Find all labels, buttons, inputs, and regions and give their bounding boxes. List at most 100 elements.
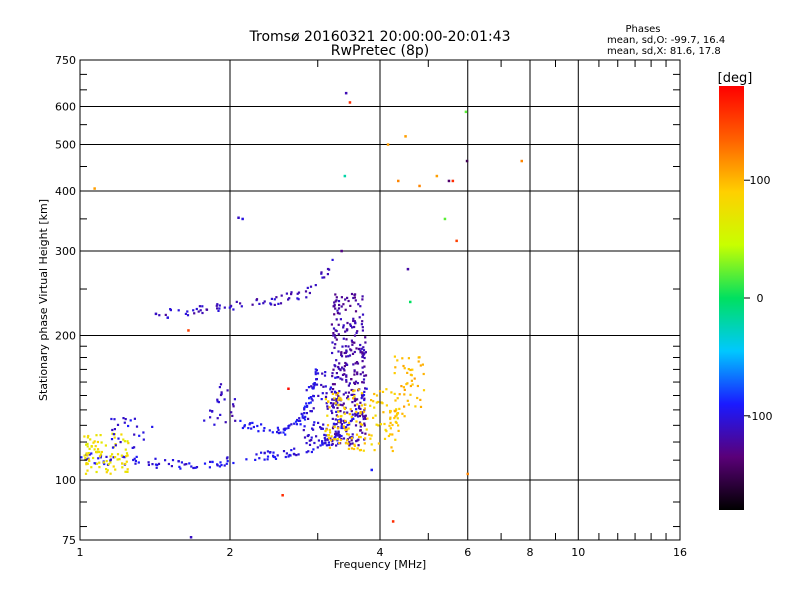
data-point (343, 174, 347, 178)
data-point (352, 319, 355, 322)
data-point (342, 402, 345, 405)
data-point (314, 371, 317, 374)
data-point (388, 424, 391, 427)
data-point (133, 433, 136, 436)
data-point (346, 433, 349, 436)
data-point (340, 419, 343, 422)
data-point (416, 396, 419, 400)
data-point (345, 378, 348, 382)
data-point (360, 393, 364, 396)
data-point (363, 424, 366, 427)
data-point (343, 407, 346, 410)
data-point (243, 424, 246, 427)
data-point (359, 305, 362, 308)
data-point (137, 461, 140, 464)
y-tick-label: 100 (55, 474, 76, 487)
data-point (171, 459, 175, 462)
data-point (345, 349, 348, 352)
data-point (347, 433, 350, 436)
data-point (325, 444, 328, 447)
data-point (313, 382, 316, 385)
data-point (125, 452, 129, 455)
data-point (310, 410, 313, 413)
data-point (341, 366, 344, 369)
data-point (352, 390, 355, 393)
data-point (327, 443, 330, 447)
data-point (330, 435, 333, 438)
data-point (363, 352, 366, 355)
data-point (235, 300, 238, 303)
data-point (309, 396, 312, 399)
data-point (355, 440, 358, 443)
data-point (312, 395, 315, 398)
data-point (166, 316, 169, 319)
data-point (151, 463, 154, 466)
data-point (213, 423, 216, 426)
data-point (125, 460, 128, 463)
data-point (336, 401, 339, 404)
data-point (232, 461, 235, 465)
data-point (255, 298, 259, 301)
data-point (361, 371, 364, 374)
data-point (335, 393, 338, 396)
data-point (389, 417, 392, 421)
data-point (404, 135, 407, 138)
data-point (338, 396, 341, 399)
data-point (337, 367, 340, 370)
data-point (226, 389, 229, 392)
data-point (337, 420, 341, 423)
data-point (360, 392, 363, 395)
data-point (398, 407, 401, 410)
data-point (321, 372, 324, 375)
data-point (335, 444, 338, 447)
data-point (362, 417, 365, 421)
data-point (335, 433, 338, 437)
data-point (361, 411, 364, 414)
data-point (393, 392, 396, 395)
data-point (356, 382, 359, 385)
data-point (364, 387, 367, 390)
data-point (223, 306, 226, 309)
data-point (397, 429, 400, 432)
data-point (132, 458, 135, 462)
data-point (356, 447, 359, 450)
data-point (338, 390, 341, 393)
data-point (344, 419, 347, 423)
data-point (351, 343, 354, 346)
data-point (340, 434, 343, 438)
data-point (322, 423, 325, 426)
data-point (273, 456, 276, 459)
data-point (407, 357, 410, 360)
data-point (334, 418, 337, 421)
data-point (350, 447, 353, 450)
data-point (363, 374, 366, 377)
data-point (328, 428, 331, 432)
data-point (164, 313, 167, 316)
data-point (254, 458, 257, 461)
data-point (193, 312, 196, 315)
data-point (263, 427, 266, 430)
data-point (186, 310, 189, 313)
data-point (330, 323, 333, 326)
data-point (327, 400, 330, 403)
data-point (272, 451, 275, 454)
data-point (360, 423, 364, 426)
data-point (121, 466, 124, 469)
data-point (410, 374, 413, 377)
data-point (342, 337, 345, 340)
data-point (350, 292, 354, 296)
data-point (343, 365, 346, 368)
data-point (346, 423, 349, 427)
data-point (352, 417, 355, 420)
data-point (333, 425, 336, 428)
data-point (370, 434, 373, 437)
colorbar-tick-label: 0 (757, 292, 764, 305)
data-point (361, 298, 364, 301)
data-point (395, 408, 398, 411)
data-point (331, 351, 334, 355)
data-point (310, 436, 313, 439)
data-point (237, 216, 240, 219)
data-point (359, 343, 362, 347)
data-point (337, 365, 340, 369)
data-point (339, 397, 342, 400)
